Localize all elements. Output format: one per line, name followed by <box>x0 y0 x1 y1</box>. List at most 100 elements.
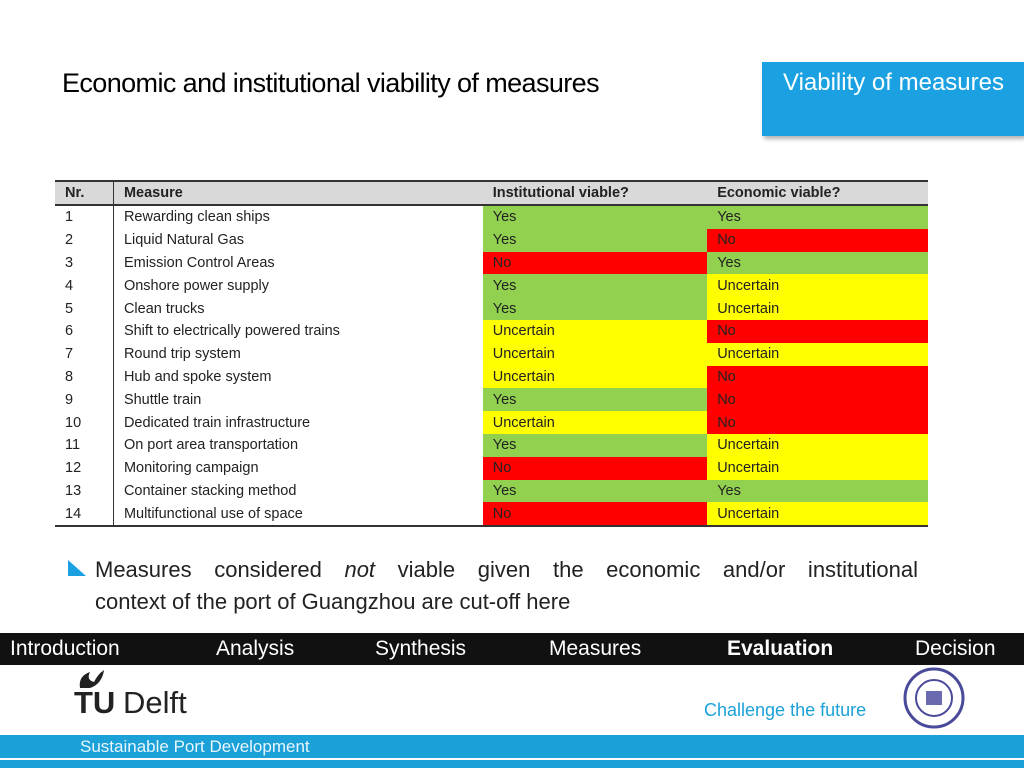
table-cell: Uncertain <box>707 456 928 480</box>
title: Economic and institutional viability of … <box>62 68 600 98</box>
bullet: Measures considered not viable given the… <box>95 554 918 618</box>
table-cell: Yes <box>482 274 708 298</box>
table-cell: Uncertain <box>707 342 928 366</box>
column-header: Measure <box>113 180 483 206</box>
table-cell: 2 <box>55 228 114 252</box>
table-cell: Yes <box>482 388 708 412</box>
table-cell: Yes <box>482 205 708 229</box>
table-cell: Round trip system <box>123 346 241 363</box>
footer-bar <box>0 735 1024 768</box>
logo-delft: Delft <box>123 685 187 720</box>
text: Measures considered <box>95 557 345 582</box>
table: Nr. Measure Institutional viable? Economic … <box>55 180 928 528</box>
table-cell: No <box>707 365 928 389</box>
table-row: 8 Hub and spoke system Uncertain No <box>55 365 928 389</box>
university-emblem <box>903 667 965 729</box>
table-row: 14 Multifunctional use of space No Uncertai… <box>55 502 928 528</box>
table-cell: Yes <box>482 433 708 457</box>
nav-item: Analysis <box>216 637 295 660</box>
table-cell: No <box>707 228 928 252</box>
nav-item: Synthesis <box>375 637 467 660</box>
table-cell: 4 <box>55 274 114 298</box>
table-cell: Dedicated train infrastructure <box>123 414 311 431</box>
table-cell: Hub and spoke system <box>123 368 272 385</box>
table-row: 2 Liquid Natural Gas Yes No <box>55 228 928 252</box>
badge: Viability of measures <box>762 62 1024 136</box>
table-cell: 3 <box>55 251 114 275</box>
logo-tu: TU <box>74 685 116 720</box>
nav-item: Measures <box>549 637 642 660</box>
table-row: 9 Shuttle train Yes No <box>55 388 928 412</box>
table-cell: 6 <box>55 319 114 343</box>
table-row: 10 Dedicated train infrastructure Uncertai… <box>55 411 928 434</box>
table-cell: 1 <box>55 205 114 229</box>
table-cell: 13 <box>55 479 114 503</box>
table-cell: Uncertain <box>482 319 708 343</box>
bullet-line: context of the port of Guangzhou are cut… <box>95 589 571 614</box>
table-cell: On port area transportation <box>123 437 299 454</box>
table-cell: Yes <box>482 228 708 252</box>
table-row: 5 Clean trucks Yes Uncertain <box>55 297 928 320</box>
table-row: 12 Monitoring campaign No Uncertain <box>55 456 928 480</box>
emphasis: not <box>344 557 376 582</box>
table-cell: 11 <box>55 433 114 457</box>
table-cell: 7 <box>55 342 114 366</box>
text: viable given the economic and/or institu… <box>375 557 918 582</box>
footer-line <box>0 758 1024 760</box>
table-cell: Shuttle train <box>123 391 202 408</box>
column-header: Institutional viable? <box>482 180 708 206</box>
table-cell: No <box>707 388 928 412</box>
nav-item: Evaluation <box>727 637 834 660</box>
table-cell: Yes <box>707 205 928 229</box>
table-cell: Uncertain <box>707 297 928 320</box>
table-cell: Uncertain <box>482 365 708 389</box>
table-row: 3 Emission Control Areas No Yes <box>55 251 928 275</box>
table-cell: Monitoring campaign <box>123 460 259 477</box>
table-cell: No <box>482 456 708 480</box>
table-row: 1 Rewarding clean ships Yes Yes <box>55 205 928 229</box>
table-cell: 9 <box>55 388 114 412</box>
table-cell: Yes <box>482 297 708 320</box>
table-cell: Rewarding clean ships <box>123 209 270 226</box>
column-header: Economic viable? <box>707 180 928 206</box>
table-cell: 8 <box>55 365 114 389</box>
column-header: Nr. <box>55 180 114 206</box>
table-cell: 12 <box>55 456 114 480</box>
table-cell: No <box>482 251 708 275</box>
table-row: 11 On port area transportation Yes Uncertai… <box>55 433 928 457</box>
flame-icon <box>79 670 104 688</box>
table-cell: 5 <box>55 297 114 320</box>
table-cell: No <box>482 502 708 528</box>
table-cell: Yes <box>707 479 928 503</box>
table-cell: Yes <box>707 251 928 275</box>
table-row: 4 Onshore power supply Yes Uncertain <box>55 274 928 298</box>
table-cell: No <box>707 411 928 434</box>
table-cell: Emission Control Areas <box>123 254 275 271</box>
table-cell: Uncertain <box>482 411 708 434</box>
nav-item: Introduction <box>10 637 120 660</box>
table-cell: Uncertain <box>707 502 928 528</box>
table-cell: Multifunctional use of space <box>113 502 483 528</box>
table-cell: Container stacking method <box>123 482 297 499</box>
table-cell: Uncertain <box>707 433 928 457</box>
nav-bar: Introduction Analysis Synthesis Measures Eva… <box>0 633 1024 665</box>
table-cell: Onshore power supply <box>123 277 270 294</box>
footer-text: Sustainable Port Development <box>80 737 310 756</box>
table-cell: Yes <box>482 479 708 503</box>
table-cell: 14 <box>55 502 114 528</box>
table-row: 6 Shift to electrically powered trains Unc… <box>55 319 928 343</box>
table-cell: Shift to electrically powered trains <box>123 323 340 340</box>
table-cell: Liquid Natural Gas <box>123 232 245 249</box>
table-cell: 10 <box>55 411 114 434</box>
bullet-icon <box>68 560 86 576</box>
table-cell: Uncertain <box>482 342 708 366</box>
table-row: 13 Container stacking method Yes Yes <box>55 479 928 503</box>
table-cell: Uncertain <box>707 274 928 298</box>
table-cell: Clean trucks <box>123 300 205 317</box>
table-cell: No <box>707 319 928 343</box>
nav-item: Decision <box>915 637 996 660</box>
table-row: 7 Round trip system Uncertain Uncertain <box>55 342 928 366</box>
tagline: Challenge the future <box>704 700 867 720</box>
bullet-line: Measures considered not viable given the… <box>95 554 918 586</box>
